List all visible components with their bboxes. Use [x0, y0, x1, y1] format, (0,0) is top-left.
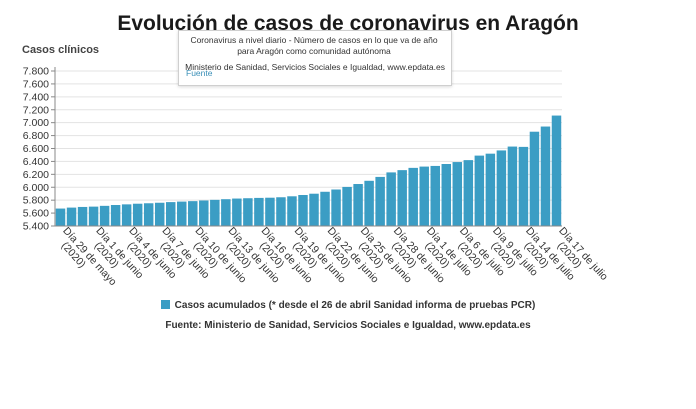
tooltip-description: Coronavirus a nivel diario - Número de c…: [190, 35, 438, 56]
y-tick-label: 7.000: [23, 117, 49, 129]
bar[interactable]: [342, 186, 352, 226]
bar[interactable]: [210, 199, 220, 226]
y-tick-label: 5.800: [23, 195, 49, 207]
bar[interactable]: [287, 196, 297, 226]
bar[interactable]: [199, 200, 209, 226]
bar[interactable]: [485, 153, 496, 226]
bar[interactable]: [364, 180, 374, 226]
bar[interactable]: [77, 206, 88, 226]
bar[interactable]: [518, 146, 529, 226]
bar[interactable]: [177, 201, 187, 226]
bar[interactable]: [232, 198, 242, 226]
tooltip-source-label: Fuente: [186, 68, 213, 78]
bar[interactable]: [551, 115, 562, 226]
bar[interactable]: [66, 207, 77, 226]
y-tick-label: 6.200: [23, 169, 49, 181]
bar[interactable]: [474, 155, 485, 226]
y-tick-label: 6.800: [23, 130, 49, 142]
y-tick-label: 7.800: [23, 66, 49, 78]
bar[interactable]: [309, 193, 319, 226]
bar[interactable]: [243, 198, 253, 226]
bars: [55, 115, 562, 226]
bar[interactable]: [265, 197, 275, 226]
bar[interactable]: [463, 160, 474, 226]
bar[interactable]: [331, 189, 341, 226]
y-axis: 5.4005.6005.8006.0006.2006.4006.6006.800…: [23, 66, 56, 233]
tooltip-source: Ministerio de Sanidad, Servicios Sociale…: [185, 62, 445, 72]
bar[interactable]: [496, 150, 507, 226]
bar[interactable]: [99, 205, 110, 226]
bar[interactable]: [529, 131, 540, 226]
bar[interactable]: [419, 166, 429, 226]
bar[interactable]: [386, 172, 396, 226]
bar[interactable]: [154, 202, 165, 226]
x-axis: Día 29 de mayo(2020) Día 1 de junio(2020)…: [55, 225, 610, 288]
legend-label: Casos acumulados (* desde el 26 de abril…: [174, 300, 536, 311]
bar[interactable]: [143, 203, 154, 226]
bar[interactable]: [408, 167, 418, 226]
y-tick-label: 7.200: [23, 104, 49, 116]
bar[interactable]: [221, 199, 231, 226]
y-tick-label: 6.000: [23, 182, 49, 194]
bar[interactable]: [110, 205, 121, 226]
bar[interactable]: [254, 197, 264, 226]
y-tick-label: 6.400: [23, 156, 49, 168]
bar[interactable]: [121, 204, 132, 226]
source-footer: Fuente: Ministerio de Sanidad, Servicios…: [165, 320, 531, 331]
bar[interactable]: [165, 202, 176, 226]
legend[interactable]: Casos acumulados (* desde el 26 de abril…: [0, 300, 696, 311]
chart-title: Evolución de casos de coronavirus en Ara…: [117, 12, 579, 35]
bar[interactable]: [452, 162, 463, 226]
bar[interactable]: [441, 164, 452, 226]
legend-swatch: [160, 300, 170, 309]
bar[interactable]: [55, 208, 66, 226]
y-tick-label: 7.600: [23, 78, 49, 90]
bar[interactable]: [320, 191, 330, 226]
info-tooltip: Coronavirus a nivel diario - Número de c…: [178, 30, 452, 86]
y-tick-label: 5.600: [23, 208, 49, 220]
bar[interactable]: [298, 195, 308, 226]
bar[interactable]: [132, 203, 143, 226]
y-tick-label: 7.400: [23, 91, 49, 103]
bar[interactable]: [276, 197, 286, 226]
bar[interactable]: [507, 146, 518, 226]
bar[interactable]: [430, 165, 440, 226]
y-axis-label: Casos clínicos: [22, 44, 100, 56]
y-tick-label: 5.400: [23, 221, 49, 233]
bar[interactable]: [353, 184, 363, 226]
bar[interactable]: [188, 201, 198, 226]
bar[interactable]: [375, 176, 385, 226]
bar[interactable]: [540, 126, 551, 226]
bar[interactable]: [88, 206, 99, 226]
y-tick-label: 6.600: [23, 143, 49, 155]
bar[interactable]: [397, 170, 407, 226]
